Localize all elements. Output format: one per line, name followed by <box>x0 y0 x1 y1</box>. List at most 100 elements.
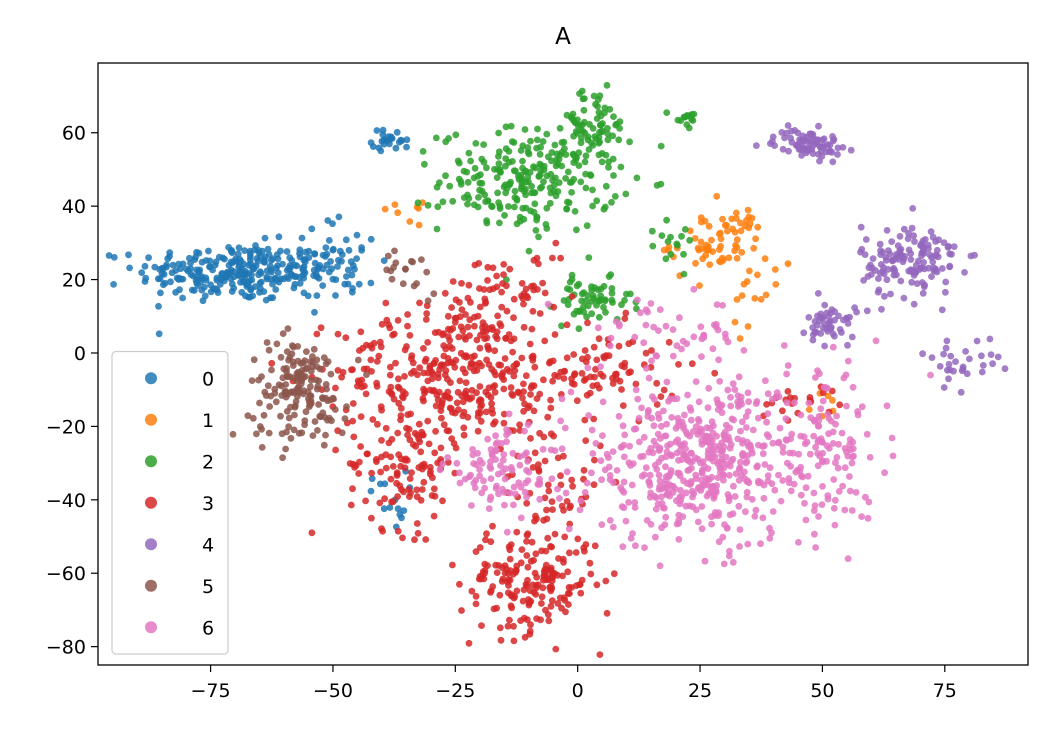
data-point <box>388 275 396 283</box>
data-point <box>578 297 585 305</box>
data-point <box>261 388 269 396</box>
data-point <box>560 452 567 460</box>
data-point <box>186 254 193 262</box>
data-point <box>538 600 545 607</box>
data-point <box>580 377 588 384</box>
data-point <box>483 217 490 225</box>
data-point <box>190 287 198 294</box>
data-point <box>805 406 813 413</box>
data-point <box>278 430 286 438</box>
data-point <box>517 617 524 624</box>
data-point <box>560 375 568 382</box>
data-point <box>536 150 544 158</box>
data-point <box>852 489 860 496</box>
data-point <box>518 354 526 362</box>
data-point <box>942 278 950 286</box>
data-point <box>199 297 207 305</box>
data-point <box>631 504 639 511</box>
data-point <box>343 403 350 410</box>
data-point <box>907 256 915 263</box>
data-point <box>660 246 668 254</box>
data-point <box>387 453 395 461</box>
data-point <box>718 439 726 447</box>
x-tick-label: −25 <box>435 680 475 702</box>
data-point <box>501 501 508 509</box>
data-point <box>810 507 818 514</box>
data-point <box>570 159 578 167</box>
data-point <box>747 443 754 450</box>
data-point <box>413 280 420 287</box>
data-point <box>610 113 617 120</box>
data-point <box>157 289 164 297</box>
data-point <box>883 276 891 284</box>
data-point <box>523 538 530 545</box>
data-point <box>817 330 825 337</box>
data-point <box>799 473 806 481</box>
data-point <box>367 235 375 243</box>
data-point <box>536 171 544 179</box>
data-point <box>656 562 664 570</box>
data-point <box>721 221 729 229</box>
data-point <box>675 536 683 543</box>
data-point <box>382 424 390 432</box>
data-point <box>538 183 545 191</box>
data-point <box>994 353 1002 361</box>
data-point <box>349 400 357 407</box>
data-point <box>369 416 377 423</box>
data-point <box>737 427 744 435</box>
data-point <box>440 421 448 429</box>
data-point <box>296 246 304 254</box>
data-point <box>492 432 499 440</box>
data-point <box>408 352 416 360</box>
data-point <box>609 374 616 382</box>
data-point <box>420 478 428 486</box>
data-point <box>503 426 510 434</box>
data-point <box>167 278 174 286</box>
data-point <box>629 460 637 467</box>
data-point <box>622 309 630 317</box>
data-point <box>489 522 496 530</box>
data-point <box>411 536 418 544</box>
y-tick-label: 0 <box>74 343 86 365</box>
data-point <box>722 421 730 429</box>
data-point <box>518 546 526 553</box>
data-point <box>858 513 865 520</box>
data-point <box>424 417 432 425</box>
data-point <box>194 276 202 283</box>
data-point <box>754 271 761 279</box>
data-point <box>733 215 740 222</box>
data-point <box>896 233 904 240</box>
data-point <box>582 170 589 178</box>
data-point <box>517 514 525 522</box>
data-point <box>687 478 695 485</box>
y-tick-label: −60 <box>46 563 86 585</box>
data-point <box>485 346 493 353</box>
data-point <box>865 498 873 506</box>
data-point <box>722 428 729 436</box>
data-point <box>353 255 360 262</box>
data-point <box>735 476 743 484</box>
data-point <box>697 425 704 433</box>
data-point <box>272 398 280 406</box>
data-point <box>692 378 700 385</box>
data-point <box>453 459 461 467</box>
data-point <box>166 249 174 256</box>
data-point <box>520 323 528 331</box>
data-point <box>743 493 751 501</box>
data-point <box>547 585 555 593</box>
data-point <box>883 256 890 264</box>
data-point <box>438 414 445 422</box>
data-point <box>751 513 759 520</box>
data-point <box>464 200 471 208</box>
data-point <box>404 322 411 330</box>
data-point <box>467 471 474 479</box>
data-point <box>437 407 445 414</box>
data-point <box>835 312 842 320</box>
data-point <box>260 288 268 295</box>
data-point <box>509 158 516 165</box>
data-point <box>805 314 813 321</box>
data-point <box>161 279 169 287</box>
data-point <box>646 471 654 479</box>
data-point <box>715 356 722 364</box>
data-point <box>757 479 764 486</box>
